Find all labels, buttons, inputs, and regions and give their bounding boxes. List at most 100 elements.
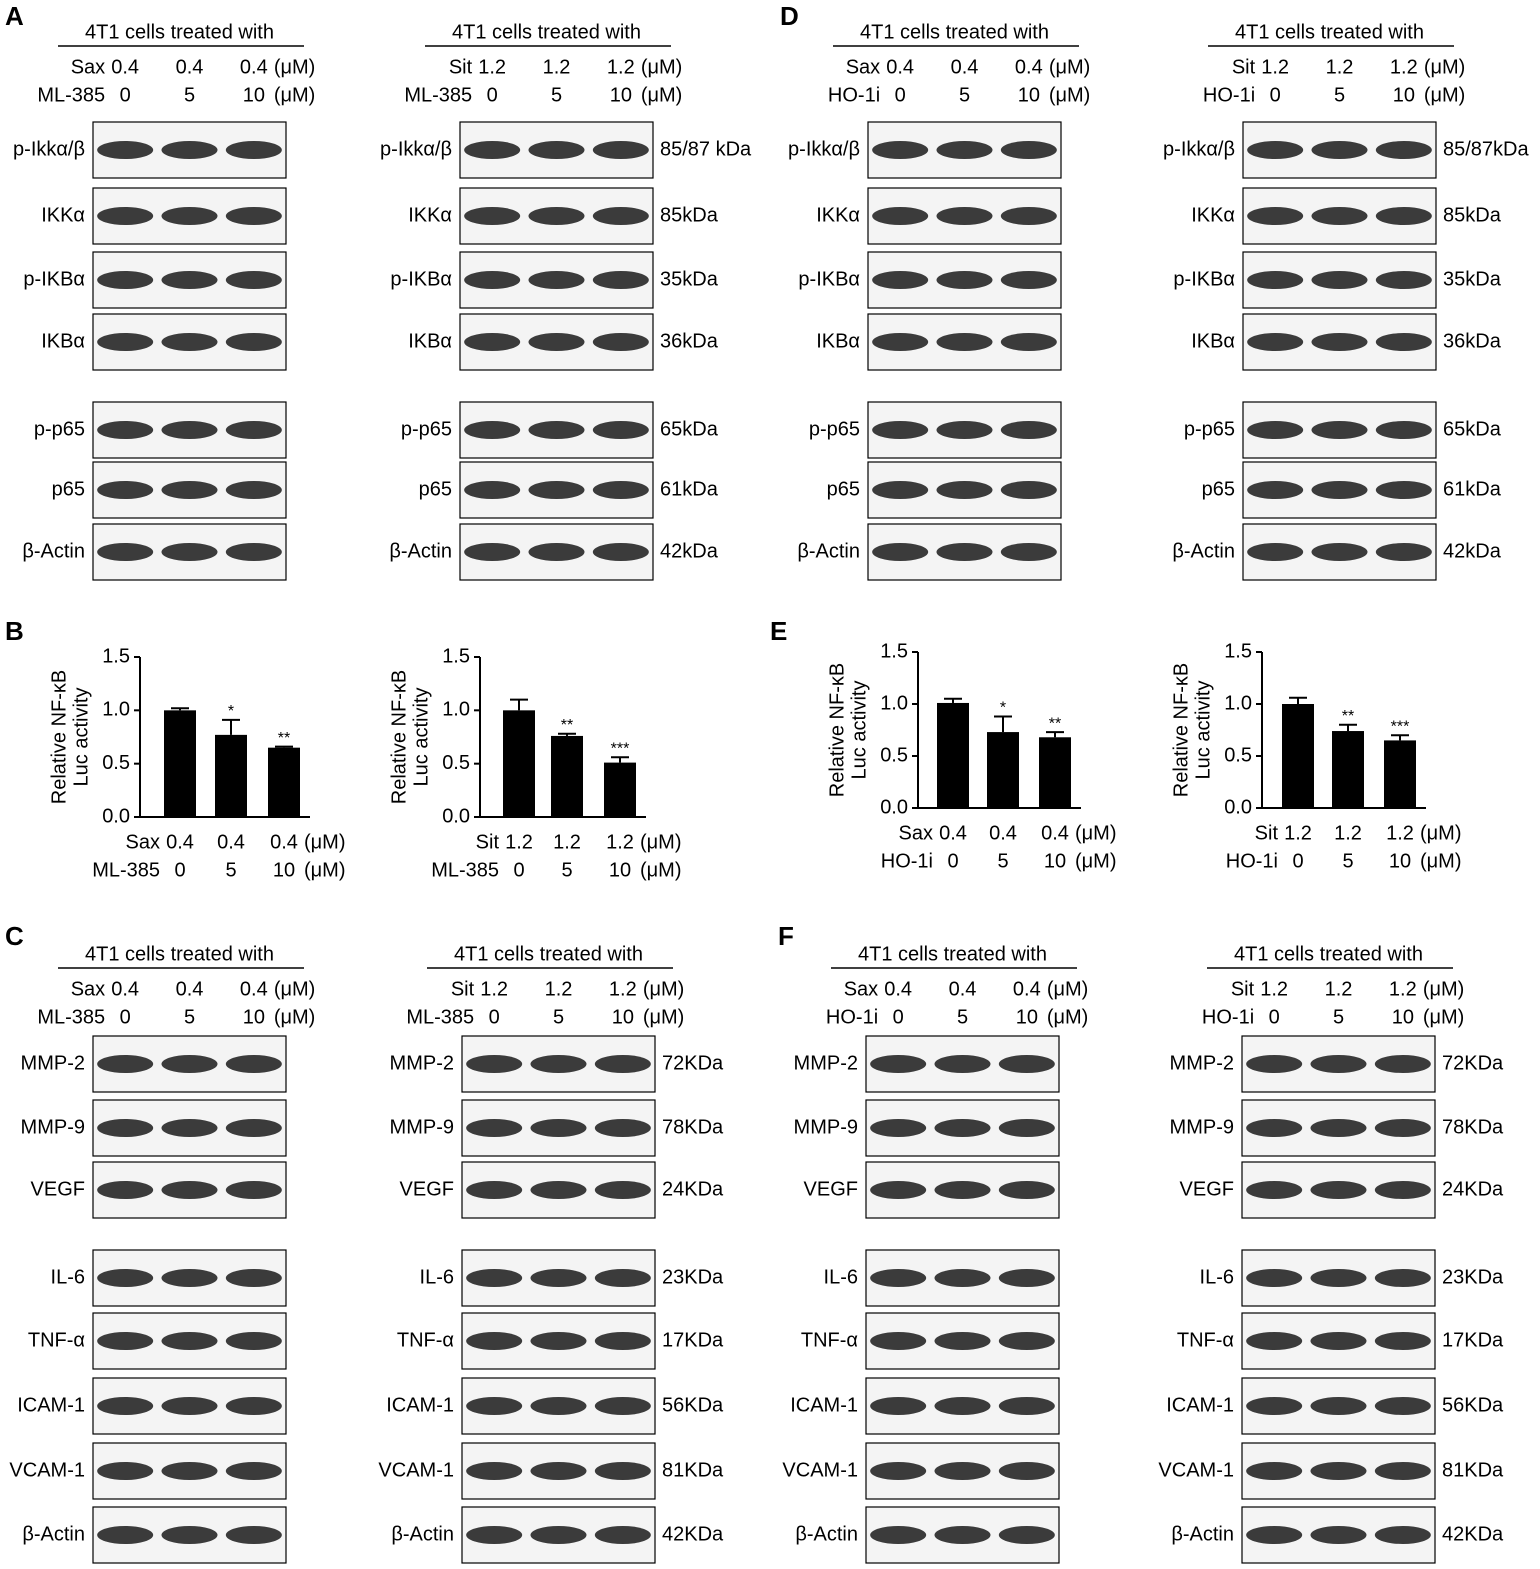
condition-label: ML-385 <box>431 859 499 881</box>
blot-band <box>1000 543 1057 561</box>
panel-letter: B <box>5 616 24 646</box>
condition-value: 0 <box>489 1006 500 1028</box>
condition-label: ML-385 <box>37 1006 105 1028</box>
blot-header: 4T1 cells treated with <box>85 21 274 43</box>
blot-band <box>872 481 929 499</box>
blot-band <box>998 1181 1055 1199</box>
blot-label: β-Actin <box>391 1523 454 1545</box>
blot-band <box>594 1181 651 1199</box>
blot-band <box>97 271 154 289</box>
blot-band <box>1310 1269 1367 1287</box>
blot-label: IKKα <box>816 204 860 226</box>
significance: ** <box>1342 708 1354 725</box>
blot-band <box>1246 1269 1303 1287</box>
blot-band <box>530 1181 587 1199</box>
y-tick-label: 0.0 <box>880 796 908 818</box>
blot-band <box>225 1332 282 1350</box>
condition-value: 0.4 <box>989 822 1017 844</box>
blot-band <box>97 1055 154 1073</box>
blot-band <box>161 141 218 159</box>
blot-label: MMP-2 <box>794 1052 858 1074</box>
molecular-weight: 78KDa <box>1442 1116 1504 1138</box>
y-axis-label: Relative NF-κB <box>826 663 848 797</box>
y-tick-label: 0.0 <box>1224 796 1252 818</box>
blot-label: β-Actin <box>795 1523 858 1545</box>
blot-label: β-Actin <box>22 540 85 562</box>
blot-band <box>161 207 218 225</box>
y-tick-label: 1.5 <box>1224 640 1252 662</box>
y-tick-label: 1.0 <box>1224 692 1252 714</box>
blot-band <box>97 141 154 159</box>
blot-label: MMP-9 <box>1170 1116 1234 1138</box>
blot-band <box>870 1332 927 1350</box>
y-tick-label: 0.0 <box>442 805 470 827</box>
blot-band <box>936 207 993 225</box>
blot-band <box>225 207 282 225</box>
significance: ** <box>278 730 290 747</box>
blot-label: TNF-α <box>28 1329 85 1351</box>
condition-label: Sax <box>899 822 933 844</box>
blot-band <box>1310 1119 1367 1137</box>
condition-value: 0 <box>1269 1006 1280 1028</box>
blot-band <box>1310 1181 1367 1199</box>
significance: * <box>1000 700 1006 717</box>
blot-band <box>97 543 154 561</box>
condition-unit: (μM) <box>643 978 685 1000</box>
blot-band <box>594 1269 651 1287</box>
blot-band <box>1375 481 1432 499</box>
blot-label: VEGF <box>804 1178 858 1200</box>
blot-band <box>161 1269 218 1287</box>
condition-value: 0 <box>1292 850 1303 872</box>
blot-band <box>1247 207 1304 225</box>
blot-band <box>464 421 521 439</box>
bar <box>937 702 969 808</box>
significance: *** <box>1391 718 1410 735</box>
y-tick-label: 0.5 <box>102 752 130 774</box>
condition-unit: (μM) <box>1047 1006 1089 1028</box>
blot-band <box>1246 1055 1303 1073</box>
blot-band <box>1310 1332 1367 1350</box>
molecular-weight: 35kDa <box>1443 268 1502 290</box>
blot-label: MMP-2 <box>1170 1052 1234 1074</box>
bar <box>164 710 196 817</box>
condition-unit: (μM) <box>1075 822 1117 844</box>
blot-label: VEGF <box>400 1178 454 1200</box>
condition-value: 0 <box>120 84 131 106</box>
panel-letter: F <box>778 921 794 951</box>
condition-value: 0.4 <box>949 978 977 1000</box>
blot-band <box>225 481 282 499</box>
molecular-weight: 65kDa <box>660 418 719 440</box>
blot-band <box>97 207 154 225</box>
blot-band <box>1246 1462 1303 1480</box>
blot-band <box>1247 543 1304 561</box>
blot-band <box>1246 1397 1303 1415</box>
y-axis-label: Relative NF-κB <box>1170 663 1192 797</box>
condition-value: 0.4 <box>1015 56 1043 78</box>
blot-band <box>97 1526 154 1544</box>
blot-label: p-p65 <box>1184 418 1235 440</box>
blot-header: 4T1 cells treated with <box>452 21 641 43</box>
blot-band <box>161 543 218 561</box>
blot-band <box>1310 1526 1367 1544</box>
bar <box>1384 740 1416 808</box>
condition-value: 0.4 <box>217 831 245 853</box>
condition-value: 0.4 <box>886 56 914 78</box>
condition-value: 1.2 <box>480 978 508 1000</box>
condition-label: HO-1i <box>1202 1006 1254 1028</box>
molecular-weight: 56KDa <box>1442 1394 1504 1416</box>
condition-value: 0.4 <box>270 831 298 853</box>
condition-unit: (μM) <box>274 978 316 1000</box>
molecular-weight: 36kDa <box>1443 330 1502 352</box>
blot-band <box>872 271 929 289</box>
condition-unit: (μM) <box>274 84 316 106</box>
condition-unit: (μM) <box>304 859 346 881</box>
blot-label: IL-6 <box>420 1266 454 1288</box>
y-tick-label: 0.5 <box>442 752 470 774</box>
blot-band <box>464 207 521 225</box>
blot-band <box>936 421 993 439</box>
condition-value: 1.2 <box>1261 56 1289 78</box>
condition-unit: (μM) <box>1075 850 1117 872</box>
blot-band <box>225 1269 282 1287</box>
blot-label: β-Actin <box>1171 1523 1234 1545</box>
blot-band <box>161 1332 218 1350</box>
